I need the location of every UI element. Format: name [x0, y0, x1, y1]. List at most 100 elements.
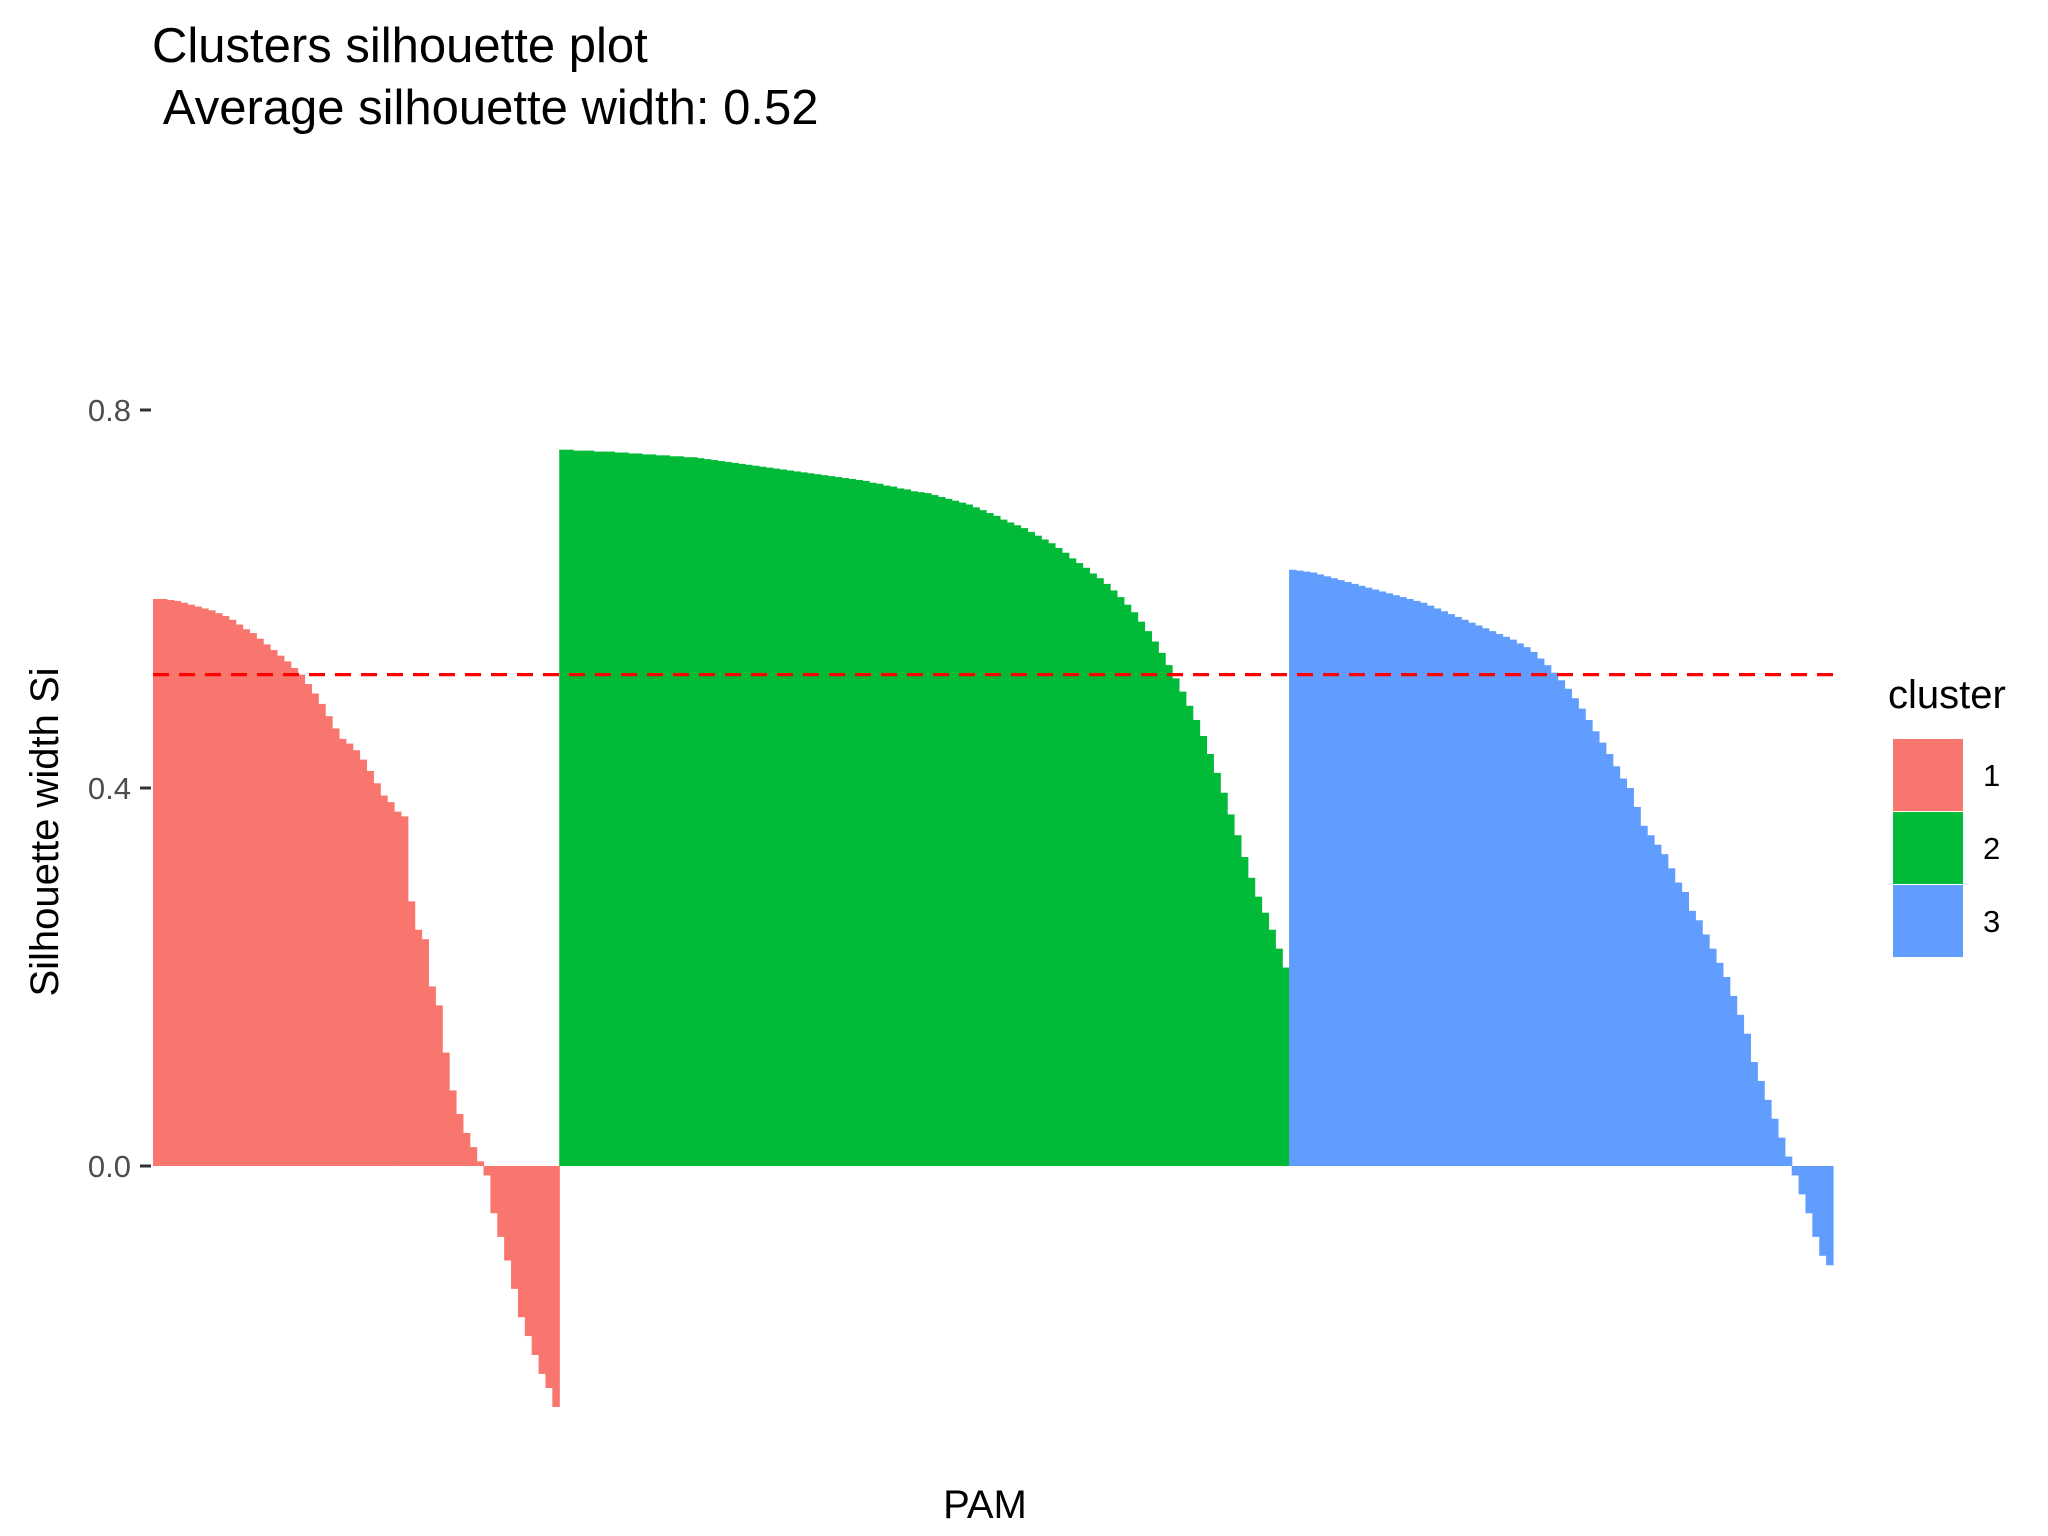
bar-cluster-3: [1323, 576, 1331, 1166]
bar-cluster-2: [1144, 631, 1152, 1166]
bar-cluster-2: [1089, 573, 1097, 1166]
bar-cluster-2: [972, 507, 980, 1167]
y-tick-label: 0.4: [88, 771, 131, 806]
bar-cluster-1: [180, 602, 189, 1166]
bar-cluster-2: [758, 466, 767, 1166]
bar-cluster-2: [1254, 896, 1263, 1166]
bar-cluster-3: [1709, 948, 1717, 1166]
bar-cluster-2: [944, 498, 953, 1167]
bar-cluster-2: [1227, 814, 1235, 1166]
bar-cluster-1: [407, 901, 416, 1166]
bar-cluster-2: [1116, 597, 1125, 1166]
bar-cluster-2: [813, 474, 822, 1166]
bar-cluster-2: [1240, 856, 1249, 1166]
bar-cluster-3: [1557, 680, 1566, 1166]
bar-cluster-2: [889, 486, 898, 1166]
bar-cluster-1: [345, 743, 354, 1166]
bar-cluster-2: [621, 452, 629, 1166]
bar-cluster-3: [1295, 570, 1304, 1166]
bar-cluster-1: [304, 684, 312, 1166]
bar-cluster-2: [882, 485, 891, 1167]
bar-cluster-3: [1406, 599, 1414, 1166]
bar-cluster-2: [951, 500, 960, 1167]
bar-cluster-2: [1137, 621, 1146, 1166]
bar-cluster-3: [1364, 587, 1373, 1166]
bar-cluster-1: [524, 1166, 533, 1337]
bar-cluster-2: [1034, 535, 1042, 1166]
bar-cluster-3: [1681, 891, 1690, 1166]
bar-cluster-2: [676, 456, 684, 1166]
bar-cluster-3: [1626, 788, 1634, 1166]
bar-cluster-3: [1302, 571, 1311, 1166]
bar-cluster-3: [1585, 719, 1593, 1166]
bar-cluster-2: [848, 478, 856, 1166]
bar-cluster-2: [1172, 678, 1180, 1166]
legend-label-cluster-1: 1: [1983, 758, 2000, 793]
bar-cluster-2: [1268, 929, 1276, 1166]
bar-cluster-1: [504, 1166, 512, 1261]
bar-cluster-3: [1777, 1137, 1786, 1166]
bar-cluster-3: [1543, 665, 1552, 1166]
bar-cluster-3: [1523, 647, 1531, 1166]
bar-cluster-2: [1103, 583, 1111, 1166]
bar-cluster-2: [1020, 528, 1029, 1167]
bar-cluster-3: [1509, 639, 1517, 1166]
bar-cluster-3: [1695, 920, 1703, 1166]
bar-cluster-3: [1433, 608, 1442, 1166]
bar-cluster-1: [497, 1166, 505, 1237]
bar-cluster-3: [1805, 1166, 1813, 1214]
bar-cluster-2: [1096, 578, 1104, 1166]
bar-cluster-1: [400, 816, 409, 1166]
bar-cluster-2: [634, 453, 643, 1167]
bar-cluster-1: [290, 667, 299, 1166]
bar-cluster-1: [469, 1147, 478, 1166]
bar-cluster-3: [1530, 651, 1538, 1166]
bar-cluster-2: [1261, 912, 1270, 1166]
bar-cluster-2: [566, 449, 574, 1166]
bar-cluster-3: [1674, 882, 1683, 1166]
bar-cluster-2: [862, 480, 870, 1167]
bar-cluster-2: [655, 455, 664, 1166]
bar-cluster-2: [1199, 736, 1208, 1166]
bar-cluster-1: [449, 1090, 457, 1166]
bar-cluster-1: [201, 608, 209, 1166]
bar-cluster-3: [1702, 934, 1710, 1166]
bar-cluster-2: [786, 470, 794, 1167]
bar-cluster-3: [1344, 581, 1352, 1166]
bar-cluster-1: [387, 802, 395, 1166]
bar-cluster-1: [311, 693, 319, 1166]
bar-cluster-3: [1564, 688, 1572, 1166]
bar-cluster-1: [373, 783, 381, 1166]
legend: cluster 1 2 3: [1888, 673, 2006, 957]
bar-cluster-1: [545, 1166, 553, 1389]
y-axis: 0.0 0.4 0.8: [88, 393, 151, 1184]
bar-cluster-2: [703, 459, 712, 1166]
bar-cluster-1: [208, 610, 216, 1166]
bar-cluster-2: [986, 513, 994, 1166]
bar-cluster-1: [380, 795, 388, 1166]
bar-cluster-2: [765, 467, 774, 1166]
bar-cluster-3: [1357, 585, 1366, 1166]
bar-cluster-2: [958, 502, 967, 1166]
bar-cluster-1: [297, 674, 306, 1166]
bar-cluster-2: [1233, 835, 1242, 1166]
bar-cluster-3: [1812, 1166, 1820, 1237]
bar-cluster-2: [793, 471, 801, 1166]
bar-cluster-1: [242, 629, 250, 1166]
bar-cluster-3: [1640, 825, 1648, 1166]
legend-title: cluster: [1888, 673, 2006, 717]
bar-cluster-3: [1309, 572, 1318, 1166]
bar-cluster-2: [559, 449, 567, 1166]
bar-cluster-1: [428, 986, 436, 1166]
bar-cluster-3: [1337, 580, 1345, 1166]
bar-cluster-3: [1461, 619, 1469, 1166]
bar-cluster-3: [1447, 614, 1455, 1166]
bar-cluster-2: [800, 472, 808, 1166]
bar-cluster-2: [1048, 543, 1056, 1166]
bar-cluster-3: [1598, 742, 1607, 1166]
bar-cluster-3: [1771, 1118, 1779, 1166]
bar-cluster-2: [593, 451, 602, 1167]
bar-cluster-1: [462, 1132, 471, 1166]
